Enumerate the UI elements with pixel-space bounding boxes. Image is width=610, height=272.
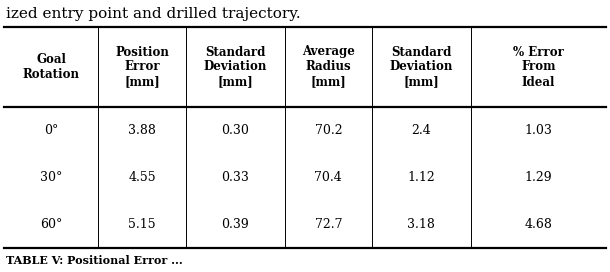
Text: 4.55: 4.55 <box>128 171 156 184</box>
Text: Average
Radius
[mm]: Average Radius [mm] <box>302 45 355 88</box>
Text: 70.2: 70.2 <box>315 124 342 137</box>
Text: 3.18: 3.18 <box>407 218 435 231</box>
Text: 0.39: 0.39 <box>221 218 249 231</box>
Text: 72.7: 72.7 <box>315 218 342 231</box>
Text: 1.29: 1.29 <box>525 171 552 184</box>
Text: % Error
From
Ideal: % Error From Ideal <box>513 45 564 88</box>
Text: 3.88: 3.88 <box>128 124 156 137</box>
Text: 1.12: 1.12 <box>407 171 435 184</box>
Text: 4.68: 4.68 <box>525 218 553 231</box>
Text: Position
Error
[mm]: Position Error [mm] <box>115 45 169 88</box>
Text: Standard
Deviation
[mm]: Standard Deviation [mm] <box>390 45 453 88</box>
Text: 0.30: 0.30 <box>221 124 249 137</box>
Text: 1.03: 1.03 <box>525 124 553 137</box>
Text: 70.4: 70.4 <box>315 171 342 184</box>
Text: 2.4: 2.4 <box>411 124 431 137</box>
Text: Goal
Rotation: Goal Rotation <box>23 53 80 81</box>
Text: 30°: 30° <box>40 171 62 184</box>
Text: 5.15: 5.15 <box>128 218 156 231</box>
Text: 60°: 60° <box>40 218 62 231</box>
Text: Standard
Deviation
[mm]: Standard Deviation [mm] <box>204 45 267 88</box>
Text: ized entry point and drilled trajectory.: ized entry point and drilled trajectory. <box>6 7 301 21</box>
Text: 0°: 0° <box>44 124 59 137</box>
Text: 0.33: 0.33 <box>221 171 249 184</box>
Text: TABLE V: Positional Error ...: TABLE V: Positional Error ... <box>6 255 183 265</box>
